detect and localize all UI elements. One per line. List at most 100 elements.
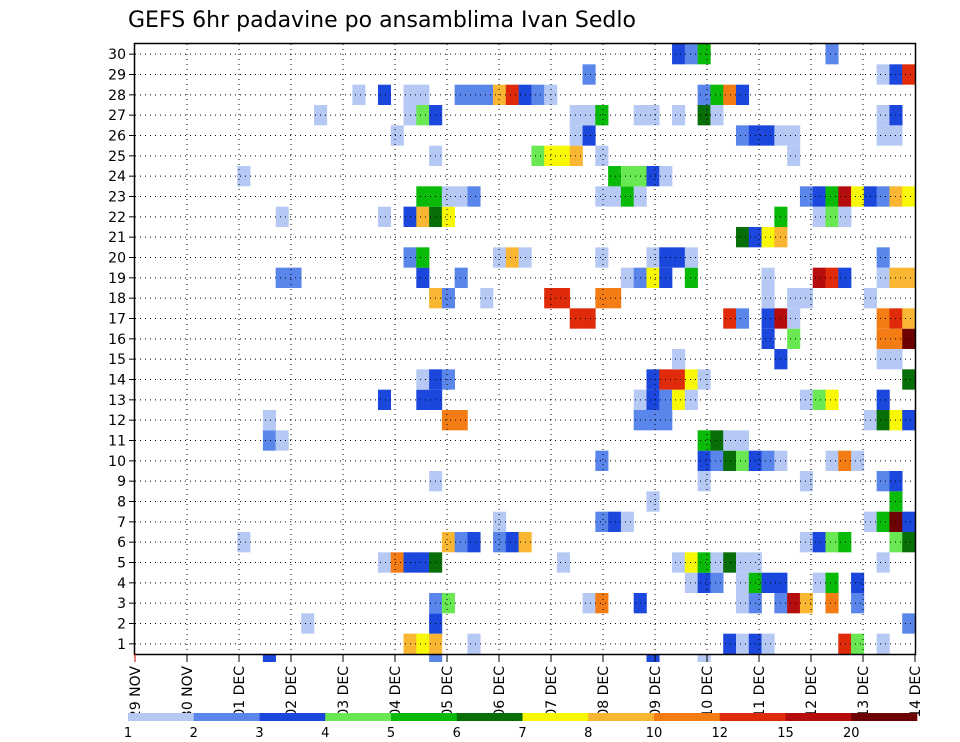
heatmap-cell <box>608 186 622 207</box>
plot-frame <box>133 42 917 656</box>
y-tick-label: 20 <box>108 251 126 267</box>
heatmap-cell <box>454 410 468 431</box>
legend-label: 4 <box>321 726 329 741</box>
heatmap-cell <box>595 186 609 207</box>
heatmap-cell <box>710 572 724 593</box>
heatmap-cell <box>467 84 481 105</box>
heatmap-cell <box>608 288 622 309</box>
heatmap-cell <box>697 430 711 451</box>
y-tick-label: 24 <box>108 169 126 185</box>
heatmap-cell <box>441 593 455 614</box>
heatmap-cell <box>416 552 430 573</box>
heatmap-cell <box>569 308 583 329</box>
heatmap-cell-partial <box>429 654 443 662</box>
heatmap-cell <box>787 145 801 166</box>
heatmap-cell <box>812 206 826 227</box>
heatmap-cell <box>646 389 660 410</box>
heatmap-cell <box>838 206 852 227</box>
heatmap-cell <box>454 267 468 288</box>
heatmap-cell <box>672 105 686 126</box>
heatmap-cell <box>761 450 775 471</box>
heatmap-cell <box>723 552 737 573</box>
x-tick-label: 14 DEC <box>908 666 924 718</box>
x-tick-label: 30 NOV <box>180 666 196 720</box>
heatmap-cell <box>825 206 839 227</box>
x-tick-label: 08 DEC <box>596 666 612 718</box>
heatmap-cell <box>454 532 468 553</box>
heatmap-cell <box>838 186 852 207</box>
heatmap-cell <box>735 227 750 248</box>
heatmap-cell <box>902 532 916 553</box>
legend-label: 12 <box>711 726 728 741</box>
heatmap-cell <box>441 186 455 207</box>
x-tick-label: 13 DEC <box>856 666 872 718</box>
legend-swatch <box>391 713 458 721</box>
heatmap-cell <box>697 84 711 105</box>
heatmap-cell <box>441 410 455 431</box>
legend-swatch <box>325 713 392 721</box>
heatmap-cell <box>556 145 571 166</box>
heatmap-cell <box>825 44 839 65</box>
y-axis: 1234567891011121314151617181920212223242… <box>108 47 135 653</box>
heatmap-cell <box>672 44 686 65</box>
heatmap-cell <box>377 206 392 227</box>
heatmap-cell <box>761 308 775 329</box>
heatmap-cell <box>441 369 455 390</box>
color-legend: 1 2 3 4 5 6 7 8 10 12 15 20 <box>124 713 918 741</box>
heatmap-cell <box>787 125 801 146</box>
heatmap-cell <box>799 593 814 614</box>
heatmap-cell <box>493 511 507 532</box>
heatmap-cell <box>697 44 711 65</box>
heatmap-cell <box>761 267 775 288</box>
heatmap-cell <box>851 633 865 654</box>
heatmap-cell <box>275 430 289 451</box>
heatmap-cell <box>595 450 609 471</box>
legend-swatch <box>128 713 195 721</box>
heatmap-cell <box>684 247 698 268</box>
heatmap-cell <box>454 186 468 207</box>
heatmap-cell <box>838 450 852 471</box>
heatmap-cell <box>582 308 596 329</box>
heatmap-cell <box>761 633 775 654</box>
heatmap-cell <box>275 206 289 227</box>
y-tick-label: 16 <box>108 332 126 348</box>
heatmap-cell <box>710 84 724 105</box>
legend-swatch <box>851 713 918 721</box>
y-tick-label: 2 <box>117 617 126 633</box>
heatmap-cell-partial <box>697 654 711 662</box>
heatmap-cell <box>902 308 916 329</box>
x-tick-label: 02 DEC <box>284 666 300 718</box>
x-tick-label: 12 DEC <box>804 666 820 718</box>
heatmap-cell <box>825 267 839 288</box>
heatmap-cell <box>416 105 430 126</box>
heatmap-cell <box>851 572 865 593</box>
heatmap-cell <box>787 328 801 349</box>
heatmap-cell <box>595 511 609 532</box>
heatmap-cell <box>902 613 916 634</box>
heatmap-cell <box>672 369 686 390</box>
heatmap-cell <box>710 105 724 126</box>
y-tick-label: 11 <box>108 434 126 450</box>
heatmap-cell <box>416 267 430 288</box>
heatmap-cell <box>723 450 737 471</box>
heatmap-cell <box>582 593 596 614</box>
heatmap-cell <box>595 593 609 614</box>
heatmap-cell <box>582 64 596 85</box>
heatmap-cell <box>902 64 916 85</box>
legend-swatch <box>654 713 721 721</box>
heatmap-cell <box>237 532 251 553</box>
heatmap-cell <box>646 410 660 431</box>
heatmap-cell <box>697 369 711 390</box>
heatmap-cell <box>416 389 430 410</box>
y-tick-label: 15 <box>108 352 126 368</box>
heatmap-cell <box>493 247 507 268</box>
heatmap-cell <box>812 389 826 410</box>
heatmap-cell <box>620 186 634 207</box>
heatmap-cell <box>275 267 289 288</box>
heatmap-cell <box>569 125 583 146</box>
heatmap-cell <box>825 593 839 614</box>
heatmap-cell <box>646 247 660 268</box>
heatmap-cell <box>723 84 737 105</box>
heatmap-cell <box>838 532 852 553</box>
y-tick-label: 27 <box>108 108 126 124</box>
